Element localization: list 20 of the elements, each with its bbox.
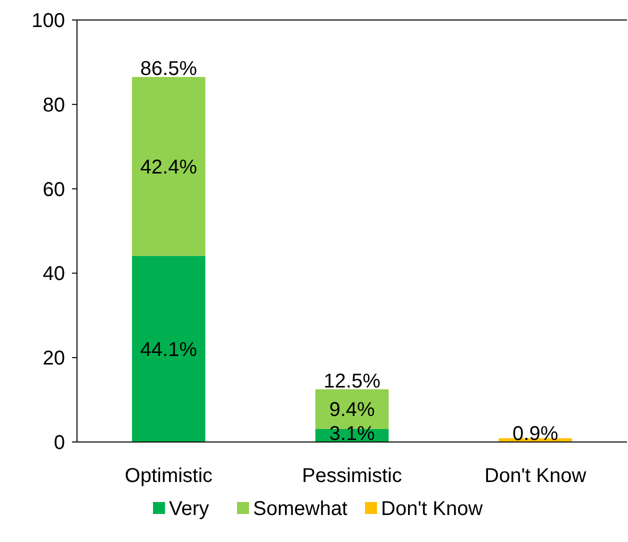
legend-label: Don't Know — [381, 498, 484, 520]
data-label: 42.4% — [140, 156, 198, 178]
y-tick-label: 100 — [32, 10, 65, 32]
y-tick-label: 60 — [42, 178, 65, 201]
bar — [132, 76, 206, 256]
y-tick-label: 0 — [54, 432, 65, 454]
legend-label: Somewhat — [253, 498, 348, 520]
total-label: 12.5% — [324, 370, 381, 392]
y-tick-label: 20 — [42, 348, 65, 370]
x-tick-label: Don't Know — [484, 465, 587, 487]
legend-label: Very — [169, 498, 210, 520]
total-label: 86.5% — [140, 58, 198, 80]
y-tick-label: 80 — [42, 94, 65, 116]
bar — [132, 256, 206, 442]
x-tick-label: Optimistic — [124, 465, 213, 487]
data-label: 3.1% — [329, 423, 376, 445]
y-tick-label: 40 — [42, 263, 65, 286]
x-tick-label: Pessimistic — [302, 465, 402, 487]
data-label: 44.1% — [140, 338, 198, 361]
data-label: 9.4% — [329, 399, 376, 422]
